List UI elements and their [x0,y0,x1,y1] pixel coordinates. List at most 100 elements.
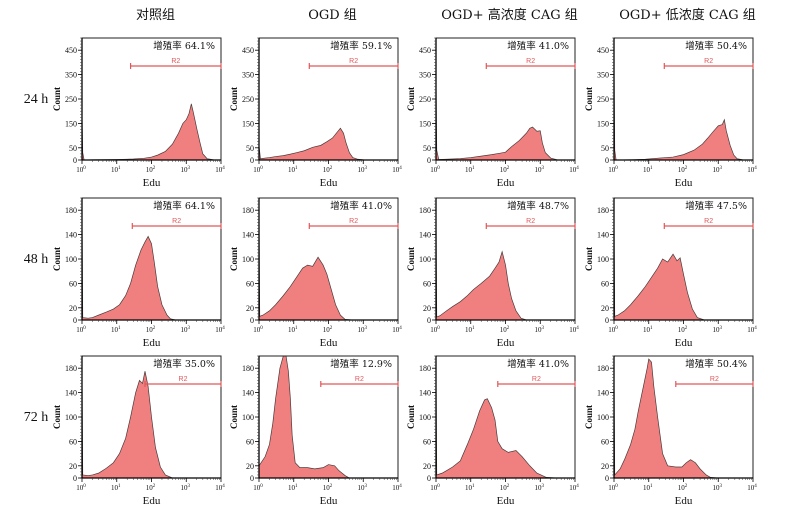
y-tick-label: 100 [242,255,254,264]
x-tick-label: 103 [713,484,723,492]
x-tick-label: 101 [643,326,653,334]
x-axis-label: Edu [143,337,161,349]
y-tick-label: 20 [246,462,254,471]
y-tick-label: 60 [69,279,77,288]
x-tick-label: 101 [111,326,121,334]
gate-label: R2 [171,58,180,65]
x-axis-label: Edu [675,177,693,189]
x-tick-label: 100 [430,484,440,492]
x-tick-label: 101 [643,484,653,492]
y-tick-label: 0 [427,156,431,165]
y-tick-label: 250 [597,95,609,104]
y-axis-label: Count [52,247,62,271]
y-tick-label: 60 [423,437,431,446]
y-tick-label: 50 [246,144,254,153]
histogram-panel: 0 50 150 250 350 450 100 101 102 103 104 Edu Count 增殖… [229,37,402,189]
y-tick-label: 0 [73,156,77,165]
x-tick-label: 102 [146,326,156,334]
y-tick-label: 50 [601,144,609,153]
histogram-area [81,204,221,321]
histogram-area [258,355,398,479]
histogram-panel: 0 20 60 100 140 180 100 101 102 103 104 Edu Count 增殖率… [229,355,402,507]
x-tick-label: 102 [500,166,510,174]
y-tick-label: 140 [242,389,254,398]
y-tick-label: 60 [601,279,609,288]
x-tick-label: 100 [76,326,86,334]
y-tick-label: 60 [601,437,609,446]
x-tick-label: 103 [181,166,191,174]
x-tick-label: 103 [535,326,545,334]
y-tick-label: 250 [65,95,77,104]
x-tick-label: 104 [569,326,579,334]
gate-r2: R2 [663,58,754,69]
x-axis-label: Edu [320,177,338,189]
x-tick-label: 100 [76,484,86,492]
gate-r2: R2 [129,58,222,69]
histogram-panel: 0 20 60 100 140 180 100 101 102 103 104 Edu Count 增殖率… [406,355,579,507]
y-tick-label: 0 [73,316,77,325]
x-tick-label: 101 [111,166,121,174]
x-tick-label: 101 [465,484,475,492]
gate-label: R2 [349,58,358,65]
y-axis-label: Count [229,247,239,271]
gate-r2: R2 [485,218,576,229]
column-title: 对照组 [136,8,175,23]
y-tick-label: 20 [69,304,77,313]
histogram-panel: 0 20 60 100 140 180 100 101 102 103 104 Edu Count 增殖率… [229,197,402,349]
x-tick-label: 102 [678,166,688,174]
gate-r2: R2 [308,218,399,229]
y-tick-label: 20 [423,462,431,471]
x-tick-label: 100 [608,484,618,492]
x-axis-label: Edu [143,495,161,507]
x-tick-label: 104 [747,166,757,174]
x-axis-label: Edu [320,495,338,507]
histogram-area [81,362,221,479]
histogram-area [613,358,753,479]
x-tick-label: 100 [430,326,440,334]
y-tick-label: 180 [65,364,77,373]
histogram-area [435,362,575,479]
y-tick-label: 20 [601,462,609,471]
x-axis-label: Edu [143,177,161,189]
y-tick-label: 140 [419,389,431,398]
proliferation-rate-label: 增殖率 64.1% [153,200,215,212]
gate-r2: R2 [144,376,222,387]
x-tick-label: 100 [76,166,86,174]
x-tick-label: 104 [569,166,579,174]
x-tick-label: 104 [215,326,225,334]
y-tick-label: 180 [242,364,254,373]
y-tick-label: 450 [65,46,77,55]
y-tick-label: 350 [419,71,431,80]
y-tick-label: 350 [597,71,609,80]
plot-frame [613,37,754,161]
gate-label: R2 [355,376,364,383]
x-tick-label: 101 [288,484,298,492]
y-axis-label: Count [52,405,62,429]
x-tick-label: 103 [713,326,723,334]
y-tick-label: 140 [597,231,609,240]
proliferation-rate-label: 增殖率 41.0% [507,40,569,52]
x-tick-label: 101 [111,484,121,492]
x-tick-label: 103 [181,326,191,334]
x-axis-label: Edu [497,495,515,507]
x-tick-label: 100 [430,166,440,174]
column-title: OGD 组 [308,8,357,23]
histogram-area [81,103,222,161]
plot-frame [435,37,576,161]
x-tick-label: 101 [465,326,475,334]
x-tick-label: 103 [358,166,368,174]
proliferation-rate-label: 增殖率 48.7% [507,200,569,212]
y-tick-label: 350 [65,71,77,80]
y-tick-label: 350 [242,71,254,80]
y-tick-label: 0 [605,156,609,165]
gate-label: R2 [172,218,181,225]
gate-r2: R2 [131,218,222,229]
x-axis-label: Edu [497,177,515,189]
y-tick-label: 180 [419,206,431,215]
x-tick-label: 103 [358,326,368,334]
row-label: 48 h [24,252,49,267]
gate-label: R2 [526,218,535,225]
y-tick-label: 140 [65,389,77,398]
y-tick-label: 140 [242,231,254,240]
